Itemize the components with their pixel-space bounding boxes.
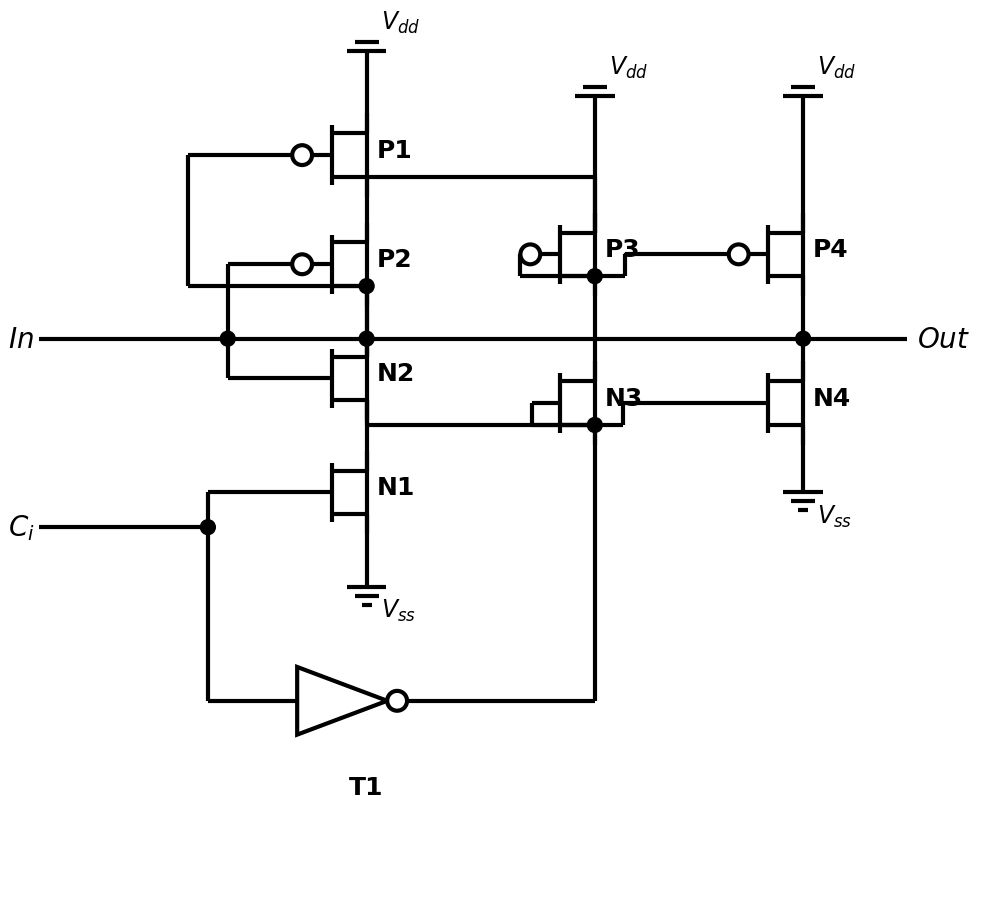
Circle shape — [200, 520, 215, 535]
Circle shape — [359, 332, 374, 346]
Text: $C_i$: $C_i$ — [8, 512, 34, 542]
Circle shape — [292, 146, 312, 166]
Text: P4: P4 — [813, 238, 849, 262]
Circle shape — [359, 280, 374, 294]
Text: $Out$: $Out$ — [917, 326, 970, 354]
Text: N1: N1 — [377, 476, 415, 500]
Text: N4: N4 — [813, 387, 851, 410]
Circle shape — [587, 419, 602, 433]
Text: P3: P3 — [605, 238, 640, 262]
Text: $V_{ss}$: $V_{ss}$ — [381, 597, 416, 623]
Text: N2: N2 — [377, 362, 415, 386]
Text: N3: N3 — [605, 387, 643, 410]
Text: P2: P2 — [377, 248, 412, 272]
Circle shape — [292, 255, 312, 275]
Text: $V_{dd}$: $V_{dd}$ — [609, 54, 648, 80]
Text: $V_{dd}$: $V_{dd}$ — [381, 10, 420, 36]
Circle shape — [220, 332, 235, 346]
Text: P1: P1 — [377, 139, 412, 163]
Circle shape — [520, 245, 540, 265]
Text: $V_{dd}$: $V_{dd}$ — [817, 54, 856, 80]
Text: T1: T1 — [349, 776, 384, 799]
Circle shape — [387, 691, 407, 711]
Text: $V_{ss}$: $V_{ss}$ — [817, 502, 852, 529]
Text: $In$: $In$ — [8, 326, 34, 354]
Circle shape — [729, 245, 749, 265]
Circle shape — [587, 270, 602, 284]
Circle shape — [796, 332, 811, 346]
